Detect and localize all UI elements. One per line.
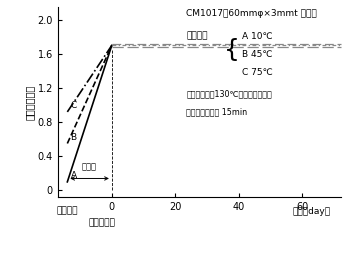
Text: B: B (71, 133, 77, 142)
Text: 成形直後: 成形直後 (57, 207, 78, 216)
Text: 時間（day）: 時間（day） (293, 207, 331, 216)
Text: 熱処理時間　　 15min: 熱処理時間 15min (186, 108, 247, 117)
Text: 熱処理: 熱処理 (82, 163, 97, 172)
Text: CM1017（60mmφ×3mmt 円板）: CM1017（60mmφ×3mmt 円板） (186, 9, 317, 18)
Text: {: { (224, 38, 240, 62)
Text: B 45℃: B 45℃ (242, 50, 272, 59)
Y-axis label: 収縮率（％）: 収縮率（％） (25, 84, 35, 120)
Text: 熱処理温度　130℃（シリコン油）: 熱処理温度 130℃（シリコン油） (186, 90, 272, 99)
Text: A: A (71, 171, 77, 180)
Text: 熱処理完了: 熱処理完了 (89, 219, 116, 228)
Text: C: C (71, 101, 77, 110)
Text: 金型温度: 金型温度 (186, 32, 208, 41)
Text: A 10℃: A 10℃ (242, 32, 272, 41)
Text: C 75℃: C 75℃ (242, 68, 273, 77)
